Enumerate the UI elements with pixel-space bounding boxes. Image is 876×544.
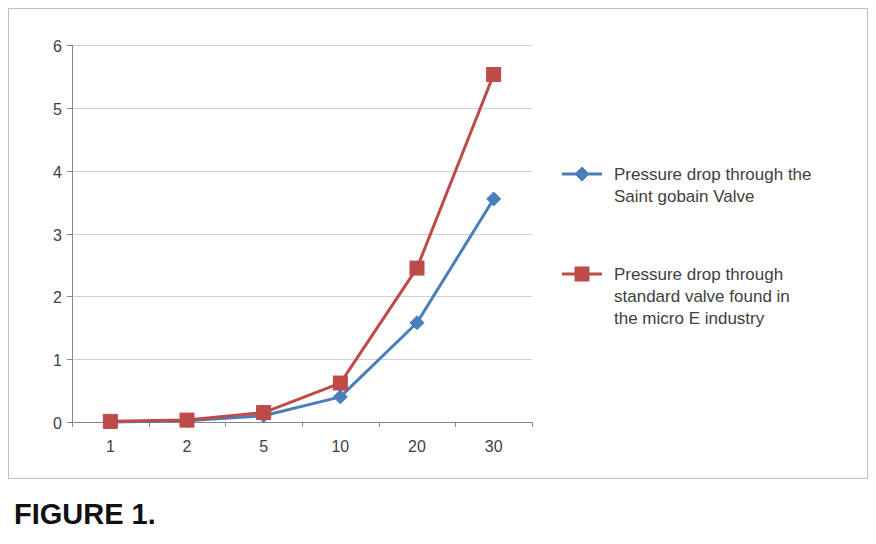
caption: FIGURE 1. (14, 498, 156, 530)
grid-line (72, 296, 532, 297)
x-tick (379, 422, 380, 427)
x-tick (225, 422, 226, 427)
grid-line (72, 234, 532, 235)
series-line (110, 199, 493, 422)
marker (410, 316, 424, 330)
x-tick-label: 10 (331, 438, 349, 455)
legend-line: Pressure drop through the (614, 165, 812, 184)
marker (333, 390, 347, 404)
marker (103, 414, 117, 428)
y-tick-label: 1 (53, 352, 62, 369)
marker (487, 192, 501, 206)
chart-frame (9, 9, 868, 479)
y-tick (67, 359, 72, 360)
x-tick-label: 30 (485, 438, 503, 455)
legend-label: Pressure drop through standard valve foun… (614, 265, 790, 328)
y-tick (67, 296, 72, 297)
legend-line: Pressure drop through (614, 265, 783, 284)
marker (103, 415, 117, 429)
marker (487, 68, 501, 82)
x-tick (72, 422, 73, 427)
x-tick-label: 1 (106, 438, 115, 455)
y-tick-label: 4 (53, 164, 62, 181)
y-tick (67, 108, 72, 109)
y-tick-label: 2 (53, 289, 62, 306)
marker (333, 376, 347, 390)
marker (180, 414, 194, 428)
legend-line: Saint gobain Valve (614, 187, 755, 206)
chart: 0 1 2 3 4 5 6 1 2 5 10 20 30 Pressure drop through th… (0, 0, 876, 544)
grid-line (72, 108, 532, 109)
y-tick (67, 45, 72, 46)
legend-line: standard valve found in (614, 287, 790, 306)
y-tick-label: 3 (53, 227, 62, 244)
series-line (110, 75, 493, 422)
x-tick-label: 5 (259, 438, 268, 455)
marker (410, 261, 424, 275)
y-tick (67, 171, 72, 172)
legend-marker (575, 267, 589, 281)
marker (257, 406, 271, 420)
y-tick-label: 5 (53, 101, 62, 118)
x-tick (532, 422, 533, 427)
legend-marker (575, 167, 589, 181)
x-tick-label: 20 (408, 438, 426, 455)
grid-line (72, 45, 532, 46)
grid-line (72, 359, 532, 360)
x-tick (455, 422, 456, 427)
plot-area (103, 68, 500, 429)
legend-line: the micro E industry (614, 309, 765, 328)
y-tick (67, 234, 72, 235)
legend-label: Pressure drop through the Saint gobain Va… (614, 165, 812, 206)
y-tick-label: 0 (53, 415, 62, 432)
y-axis (72, 45, 73, 422)
y-tick (67, 422, 72, 423)
x-tick (302, 422, 303, 427)
y-tick-label: 6 (53, 38, 62, 55)
x-tick-label: 2 (183, 438, 192, 455)
marker (180, 413, 194, 427)
grid-line (72, 171, 532, 172)
